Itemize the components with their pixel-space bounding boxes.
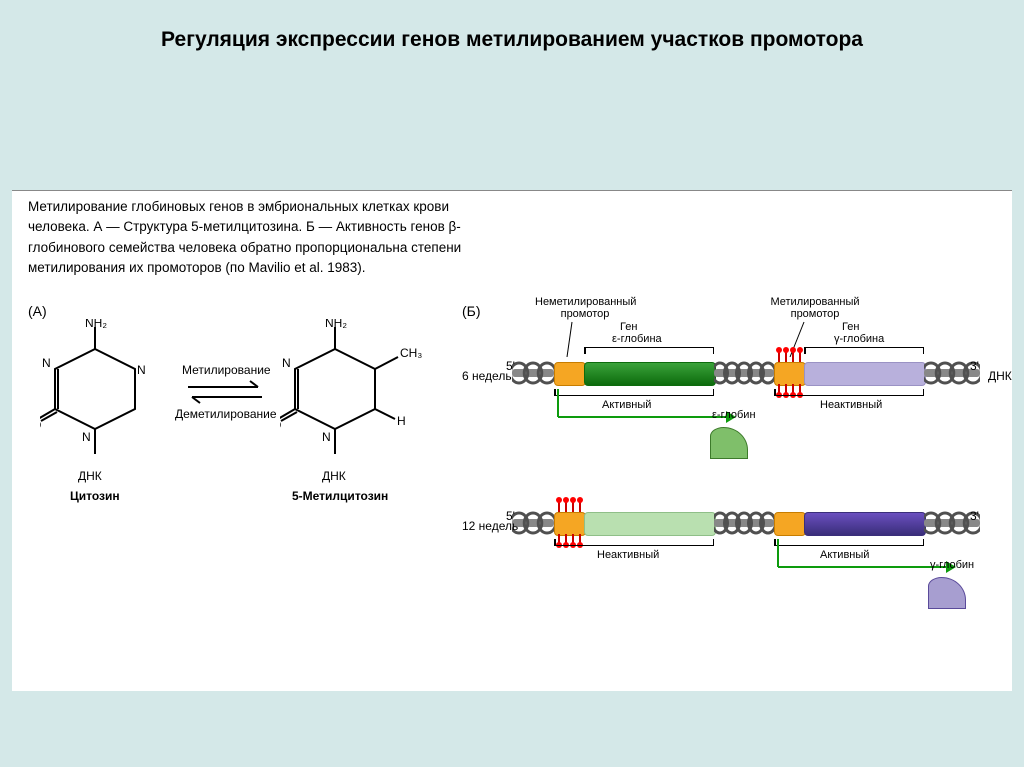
e-globin-product-label: ε-глобин bbox=[712, 409, 756, 421]
methyl-mark-icon bbox=[558, 502, 560, 512]
week-6-label: 6 недель bbox=[462, 369, 512, 383]
slide-title: Регуляция экспрессии генов метилирование… bbox=[0, 0, 1024, 60]
methyl-mark-icon bbox=[563, 497, 569, 503]
gamma-globin-gene-active bbox=[804, 512, 926, 536]
g-globin-product-label: γ-глобин bbox=[930, 559, 974, 571]
unmethylated-promoter bbox=[774, 512, 806, 536]
three-prime-1: 3' bbox=[970, 359, 979, 373]
g-inactive-bracket-1 bbox=[774, 389, 924, 396]
dna-text-1: ДНК bbox=[988, 369, 1012, 383]
methyl-mark-icon bbox=[570, 497, 576, 503]
dna-helix-segment bbox=[714, 511, 774, 535]
methyl-mark-icon bbox=[565, 502, 567, 512]
inactive-label-2: Неактивный bbox=[597, 549, 659, 561]
dna-strand-12-weeks bbox=[12, 191, 1012, 691]
methyl-mark-icon bbox=[556, 497, 562, 503]
week-12-label: 12 недель bbox=[462, 519, 518, 533]
methyl-mark-icon bbox=[572, 502, 574, 512]
inactive-label-1: Неактивный bbox=[820, 399, 882, 411]
methyl-mark-icon bbox=[579, 502, 581, 512]
dna-helix-segment bbox=[512, 511, 554, 535]
methyl-mark-icon bbox=[577, 497, 583, 503]
epsilon-globin-gene-inactive bbox=[584, 512, 716, 536]
figure-panel: Метилирование глобиновых генов в эмбрион… bbox=[12, 190, 1012, 691]
three-prime-2: 3' bbox=[970, 509, 979, 523]
methylated-promoter bbox=[554, 512, 586, 536]
e-inactive-bracket bbox=[554, 539, 714, 546]
